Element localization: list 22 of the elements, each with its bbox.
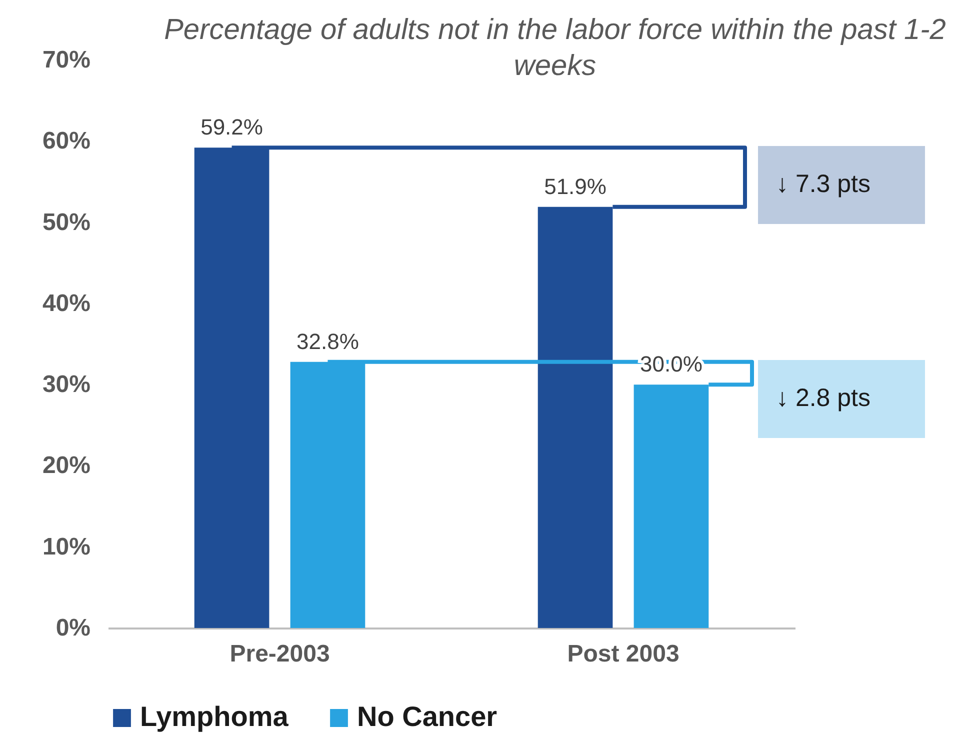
y-tick-label: 0% <box>56 614 90 642</box>
y-tick-label: 10% <box>42 533 90 560</box>
data-label: 59.2% <box>200 114 263 140</box>
bar <box>194 148 270 628</box>
y-tick-label: 70% <box>42 46 90 74</box>
text: ↓ 7.3 pts <box>758 146 925 224</box>
y-tick-label: 50% <box>42 208 90 236</box>
text: ↓ 2.8 pts <box>758 360 925 438</box>
chart-title: Percentage of adults not in the labor force within the past 1-2 weeks <box>163 13 947 84</box>
bar <box>538 206 613 628</box>
data-label: 51.9% <box>544 174 606 199</box>
y-tick-label: 20% <box>42 452 90 480</box>
y-tick-label: 60% <box>42 128 90 155</box>
x-tick-label: Pre-2003 <box>230 640 330 668</box>
data-label: 32.8% <box>296 328 359 354</box>
bar <box>634 384 709 628</box>
bar <box>290 362 366 628</box>
legend-label: Lymphoma <box>140 701 289 732</box>
y-tick-label: 30% <box>42 371 90 398</box>
legend-label: No Cancer <box>357 701 498 732</box>
y-tick-label: 40% <box>42 290 90 317</box>
x-tick-label: Post 2003 <box>567 640 680 668</box>
